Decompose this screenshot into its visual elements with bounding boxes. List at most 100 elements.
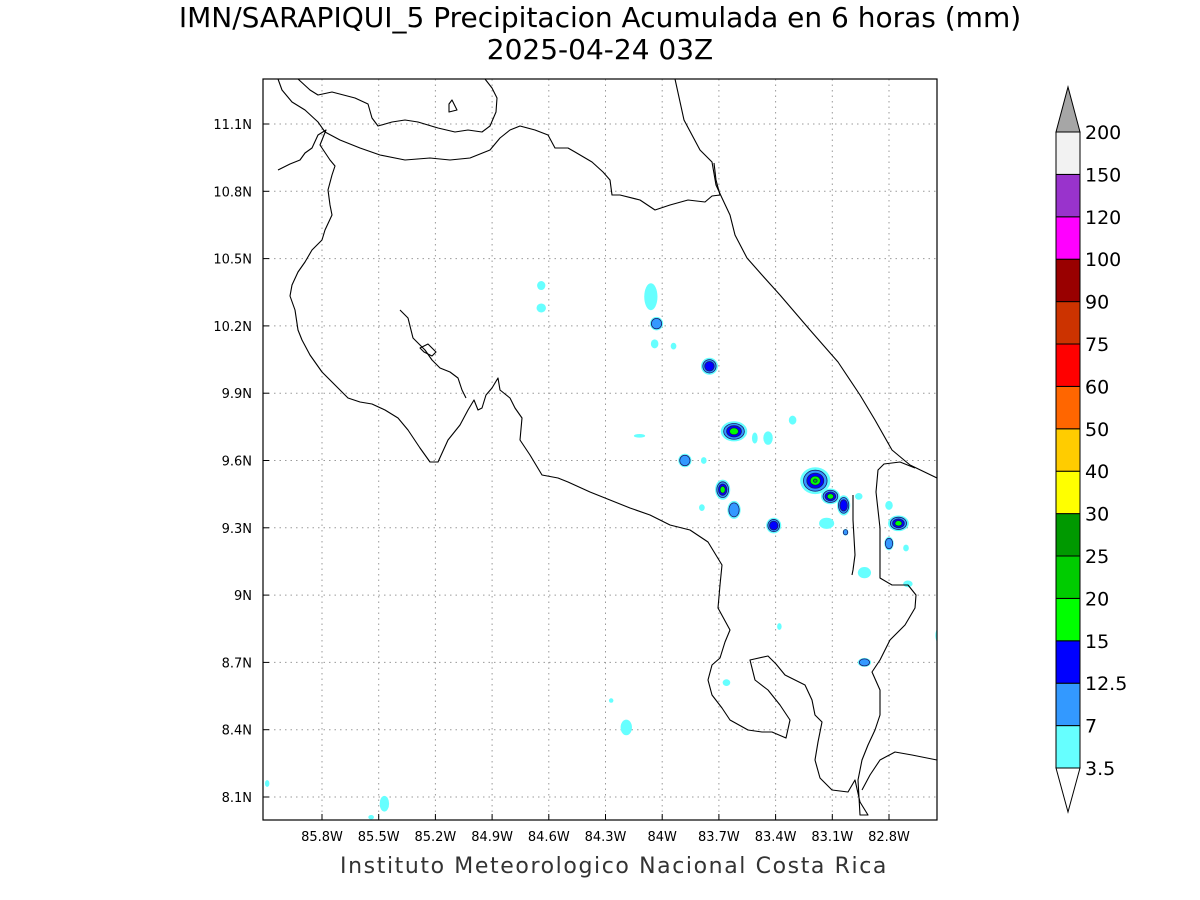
colorbar-swatch xyxy=(1055,216,1081,260)
colorbar-swatch xyxy=(1055,131,1081,175)
colorbar-label: 75 xyxy=(1085,334,1109,356)
lon-tick-label: 85.8W xyxy=(301,830,343,845)
nicaragua-border xyxy=(277,79,721,211)
graticule-grid xyxy=(263,79,937,820)
map-frame xyxy=(262,78,938,821)
colorbar-swatch xyxy=(1055,513,1081,557)
map-valid-time: 2025-04-24 03Z xyxy=(486,33,714,66)
lat-tick-label: 8.4N xyxy=(222,724,252,739)
precip-cell xyxy=(264,780,270,787)
precip-cell xyxy=(650,339,659,349)
colorbar-label: 40 xyxy=(1085,461,1109,483)
precip-contour-level-1 xyxy=(536,303,546,313)
lat-tick-label: 8.1N xyxy=(222,791,252,806)
colorbar-label: 30 xyxy=(1085,504,1109,526)
precip-cell xyxy=(857,567,872,579)
precip-contour-level-1 xyxy=(650,339,659,349)
lon-tick-label: 84.9W xyxy=(471,830,513,845)
precip-cell xyxy=(788,415,797,425)
precip-contour-level-1 xyxy=(264,780,270,787)
precip-contour-level-1 xyxy=(700,457,707,464)
colorbar-label: 7 xyxy=(1085,716,1097,738)
precip-contour-level-2 xyxy=(728,502,740,518)
lon-tick-label: 82.8W xyxy=(868,830,910,845)
precip-cell xyxy=(751,432,758,444)
precip-cell xyxy=(857,657,872,667)
colorbar-label: 15 xyxy=(1085,631,1109,653)
precip-contour-level-1 xyxy=(644,283,658,311)
precip-contour-level-1 xyxy=(777,623,782,630)
footer-credit: Instituto Meteorologico Nacional Costa R… xyxy=(340,854,888,879)
precip-contour-level-1 xyxy=(903,580,913,588)
colorbar-label: 120 xyxy=(1085,207,1121,229)
precip-contour-level-1 xyxy=(633,434,646,438)
lat-tick-label: 10.5N xyxy=(213,253,252,268)
lon-tick-label: 85.5W xyxy=(358,830,400,845)
lon-tick-label: 83.1W xyxy=(811,830,853,845)
colorbar-swatch xyxy=(1055,343,1081,387)
colorbar-swatch xyxy=(1055,640,1081,684)
precip-cell xyxy=(722,679,731,686)
precip-cell xyxy=(727,500,741,519)
colorbar-swatch xyxy=(1055,385,1081,430)
lat-tick-label: 9.9N xyxy=(222,387,252,402)
colorbar-label: 25 xyxy=(1085,546,1109,568)
precip-cell xyxy=(715,479,731,500)
precip-cell xyxy=(854,493,863,500)
lat-tick-label: 9.6N xyxy=(222,455,252,470)
lake-nicaragua-shore xyxy=(297,79,498,133)
precip-contour-level-1 xyxy=(935,629,937,642)
lat-tick-label: 8.7N xyxy=(222,656,252,671)
precip-cell xyxy=(884,536,894,551)
precip-contour-level-4 xyxy=(729,427,739,436)
precip-cell xyxy=(842,528,849,536)
colorbar-label: 50 xyxy=(1085,419,1109,441)
precip-cell xyxy=(608,698,614,703)
precip-contour-level-3 xyxy=(704,361,715,372)
precip-contour-level-1 xyxy=(722,679,731,686)
precip-cell xyxy=(885,500,893,510)
nicoya-gulf-coast xyxy=(399,309,467,399)
precip-cell xyxy=(649,316,664,331)
precip-contour-level-4 xyxy=(826,493,835,500)
precip-cell xyxy=(536,303,546,313)
pacific-coastline xyxy=(277,129,917,816)
colorbar-swatch xyxy=(1055,682,1081,727)
precip-cell xyxy=(700,457,707,464)
colorbar-swatch xyxy=(1055,173,1081,218)
chira-island xyxy=(419,343,437,357)
precip-cell xyxy=(819,517,835,529)
precip-contour-level-2 xyxy=(679,454,691,467)
colorbar-swatch xyxy=(1055,470,1081,515)
precip-contour-level-1 xyxy=(537,281,546,291)
colorbar: 3.5 7 12.5 15 20 25 30 40 50 60 75 90 100 120 150 200 xyxy=(1055,85,1127,814)
colorbar-label: 100 xyxy=(1085,249,1121,271)
precip-cell xyxy=(620,719,632,736)
precip-contour-level-1 xyxy=(751,432,758,444)
colorbar-label: 90 xyxy=(1085,292,1109,314)
precip-contour-level-1 xyxy=(903,544,909,552)
colorbar-swatch xyxy=(1055,301,1081,345)
precip-contour-level-1 xyxy=(670,342,677,350)
precip-contour-level-1 xyxy=(608,698,614,703)
precip-contour-level-2 xyxy=(858,658,870,667)
lat-tick-label: 11.1N xyxy=(213,118,252,133)
lon-tick-label: 84.3W xyxy=(585,830,627,845)
precip-contour-level-1 xyxy=(620,719,632,736)
lat-tick-label: 9N xyxy=(234,589,252,604)
colorbar-underflow-arrow xyxy=(1055,767,1081,814)
precip-contour-level-1 xyxy=(857,567,872,579)
colorbar-label: 60 xyxy=(1085,376,1109,398)
precip-contour-level-3 xyxy=(769,520,779,531)
colorbar-swatch xyxy=(1055,555,1081,599)
precip-cell xyxy=(935,629,937,642)
lon-tick-label: 84W xyxy=(647,830,677,845)
precip-contour-level-1 xyxy=(763,431,773,445)
panama-pacific-coast xyxy=(861,751,937,791)
precip-cell xyxy=(777,623,782,630)
colorbar-label: 150 xyxy=(1085,164,1121,186)
lon-tick-label: 83.7W xyxy=(698,830,740,845)
lat-tick-label: 10.8N xyxy=(213,185,252,200)
precip-cell xyxy=(800,467,831,495)
